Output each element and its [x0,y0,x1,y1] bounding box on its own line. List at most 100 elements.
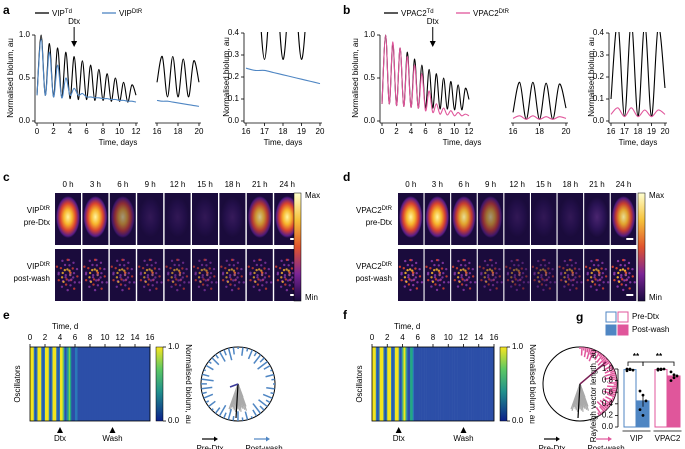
heatmap-cell [83,347,86,421]
image-speck [130,267,134,271]
rose-bar-post [596,354,604,363]
time-label: 12 h [170,180,186,189]
image-speck [445,275,448,278]
image-speck [510,271,514,275]
y-tick-label: 0.2 [602,411,614,420]
heatmap-cell [450,347,453,421]
image-speck [236,276,239,279]
heatmap-cell [486,347,488,421]
x-tick-label: 8 [438,127,443,136]
heatmap-cell [459,347,462,421]
image-speck [545,283,548,287]
image-speck [91,263,94,267]
x-tick-label: 12 [132,127,141,136]
image-speck [412,283,415,287]
image-speck [146,273,150,277]
image-speck [261,284,264,287]
image-speck [439,278,442,281]
image-blob [505,196,529,238]
image-speck [623,269,627,272]
x-tick-label: 20 [195,127,204,136]
x-tick-label: 17 [620,127,629,136]
image-speck [60,276,64,279]
image-speck [247,265,250,268]
rose-bar-post [602,398,612,405]
image-speck [76,275,79,278]
image-blob [452,196,476,238]
heatmap-cell [403,347,406,421]
image-speck [118,268,121,272]
image-blob [138,196,163,238]
image-speck [235,267,239,270]
image-speck [469,281,472,284]
image-speck [124,284,127,287]
image-speck [420,281,424,284]
image-speck [435,258,439,262]
rose-bar-post [203,393,214,399]
image-speck [465,283,468,287]
y-tick-label: 0.0 [593,116,605,125]
heatmap-cell [441,347,444,421]
annotation: Dtx [54,434,66,443]
image-speck [139,279,143,282]
image-speck [167,273,170,276]
heatmap-cell [472,347,474,421]
heatmap-cell [438,347,440,421]
image-speck [116,271,119,275]
y-axis-label: Normalised biolum, au [222,37,231,117]
image-speck [616,276,619,279]
label-main: VPAC2 [473,9,499,18]
x-tick-label: 16 [242,127,251,136]
image-speck [173,263,176,267]
image-speck [488,268,492,271]
image-speck [256,276,259,279]
image-speck [566,273,570,277]
series-line [156,55,200,98]
rose-bar-post [609,390,617,394]
image-speck [230,288,234,292]
image-speck [495,271,498,275]
image-speck [468,261,471,265]
x-axis-label: Time, days [443,138,482,147]
label-sup: DtR [382,262,393,268]
heatmap-cell [67,347,70,421]
image-speck [436,279,440,282]
series-line [512,115,567,120]
image-speck [256,283,260,286]
data-point [656,368,660,372]
image-speck [563,271,567,275]
rose-bar-post [227,348,233,361]
image-speck [624,271,627,274]
image-speck [578,275,581,278]
image-speck [254,280,257,284]
image-speck [201,276,204,279]
time-label: 12 h [509,180,525,189]
image-speck [468,287,472,290]
time-label: 21 h [589,180,605,189]
image-speck [438,271,441,274]
label-sup: DtR [382,206,393,212]
image-speck [595,258,598,262]
heatmap-cell [385,347,388,421]
image-speck [597,269,600,272]
series-line [610,107,666,118]
image-speck [97,278,100,281]
image-speck [206,273,209,276]
image-speck [225,276,228,279]
image-speck [291,276,294,279]
image-speck [631,267,634,271]
image-speck [276,273,280,276]
image-speck [181,267,184,270]
rose-bar-post [596,401,607,411]
rose-bar-post [253,354,262,364]
heatmap-cell [448,347,450,421]
rose-bar-post [252,403,262,414]
data-point [662,367,666,371]
colorbar-label: Normalised biolum, au [184,344,193,424]
heatmap-cell [379,347,382,421]
heatmap-cell [128,347,131,421]
image-speck [225,285,228,288]
image-speck [537,271,540,275]
image-speck [616,259,620,263]
image-speck [225,271,229,275]
